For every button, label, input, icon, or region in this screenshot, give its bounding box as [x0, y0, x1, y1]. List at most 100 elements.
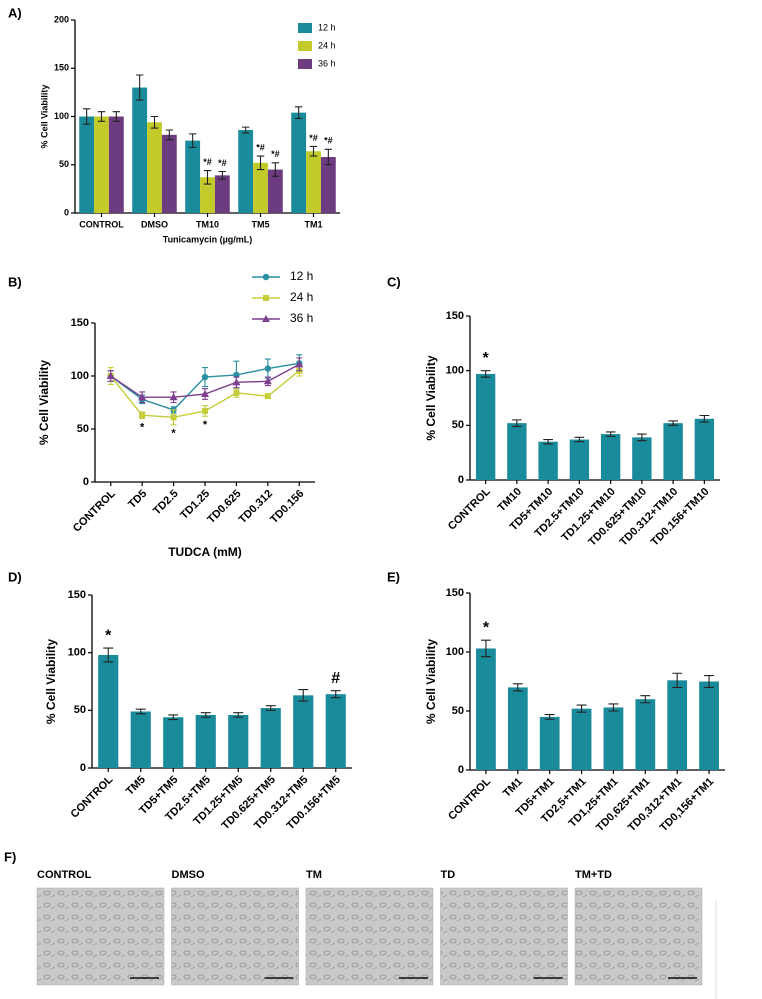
error-bar — [574, 436, 585, 443]
bar — [238, 130, 254, 213]
legend-swatch — [298, 59, 312, 69]
marker — [262, 315, 270, 322]
error-bar — [294, 106, 303, 119]
error-bar — [241, 126, 250, 134]
legend-label: 24 h — [290, 290, 313, 304]
micrograph — [440, 887, 568, 986]
marker — [295, 360, 304, 368]
x-tick-label: TM10 — [196, 219, 219, 229]
y-tick-label: 150 — [68, 589, 86, 601]
annotation: * — [203, 419, 208, 431]
error-bar — [233, 712, 244, 718]
y-tick-label: 200 — [54, 14, 69, 24]
error-bar — [97, 111, 106, 122]
error-bar — [150, 115, 159, 129]
bar — [185, 140, 201, 213]
error-bar — [672, 672, 683, 688]
x-tick-label: CONTROL — [446, 485, 493, 532]
bar — [663, 423, 683, 480]
x-tick-label: TD2.5 — [151, 488, 181, 518]
marker — [169, 393, 178, 401]
bar — [507, 687, 528, 770]
x-axis-label: TUDCA (mM) — [168, 545, 242, 559]
x-tick-label: TD0.156+TM10 — [649, 486, 712, 549]
marker — [106, 372, 115, 379]
chart: C) 0 50 100 150 % Cell Viability CONTROL TM10 TD… — [387, 274, 720, 548]
error-bar — [576, 704, 587, 713]
error-bar — [324, 148, 333, 166]
x-tick-label: TD0.312 — [237, 488, 275, 526]
annotation: *# — [203, 157, 212, 167]
marker — [201, 373, 209, 381]
x-tick-label: CONTROL — [71, 487, 118, 534]
y-tick-label: 100 — [68, 647, 86, 659]
marker — [232, 378, 241, 386]
bar — [260, 708, 281, 768]
y-tick-label: 150 — [446, 587, 464, 599]
image-caption: TD — [441, 869, 456, 881]
error-bar — [605, 431, 616, 437]
annotation: * — [171, 428, 176, 440]
error-bar — [135, 74, 144, 101]
bar — [320, 157, 336, 213]
bar — [699, 681, 719, 770]
annotation: * — [105, 627, 112, 644]
panel-label: E) — [387, 569, 400, 584]
y-tick-label: 0 — [80, 762, 86, 774]
y-tick-label: 50 — [77, 423, 89, 435]
marker — [264, 393, 271, 400]
chart: B) 0 50 100 150 % Cell Viability TUDCA (mM) CON… — [8, 269, 315, 559]
bar — [694, 418, 715, 480]
y-tick-label: 0 — [64, 207, 69, 217]
annotation: * — [483, 619, 490, 636]
marker — [263, 377, 272, 385]
error-bar — [265, 705, 276, 711]
x-axis-label: Tunicamycin (µg/mL) — [163, 234, 253, 244]
marker — [263, 295, 269, 301]
legend-label: 12 h — [290, 269, 313, 283]
annotation: # — [331, 670, 340, 687]
annotation: *# — [271, 149, 280, 159]
y-tick-label: 0 — [458, 764, 464, 776]
bar — [603, 707, 624, 770]
error-bar — [200, 712, 211, 718]
micrograph — [171, 887, 299, 986]
panel-label: C) — [387, 274, 401, 289]
bar — [293, 695, 314, 768]
annotation: *# — [324, 136, 333, 146]
image-caption: TM+TD — [575, 869, 612, 881]
error-bar — [309, 145, 318, 157]
error-bar — [699, 414, 710, 423]
image-panel: F) CONTROL DMSO TM TD TM+TD — [4, 849, 717, 999]
error-bar — [188, 133, 197, 148]
bar — [253, 162, 268, 213]
x-tick-label: TM10 — [496, 486, 524, 514]
annotation: *# — [218, 158, 227, 168]
bar — [214, 175, 230, 213]
bar — [132, 87, 148, 213]
error-bar — [608, 703, 619, 712]
x-tick-label: TM1 — [305, 219, 323, 229]
y-tick-label: 50 — [59, 159, 69, 169]
y-axis-label: % Cell Viability — [44, 639, 58, 724]
marker — [139, 412, 146, 419]
y-tick-label: 100 — [71, 370, 89, 382]
panel-label: F) — [4, 849, 16, 864]
x-tick-label: CONTROL — [446, 775, 493, 822]
bar — [538, 441, 558, 480]
x-tick-label: TM5 — [252, 219, 270, 229]
bar — [200, 177, 215, 213]
marker — [264, 365, 272, 372]
error-bar — [544, 713, 555, 720]
error-bar — [512, 683, 523, 692]
bar — [79, 116, 95, 213]
bar — [507, 423, 527, 480]
bar — [475, 373, 496, 480]
x-tick-label: CONTROL — [68, 773, 115, 820]
annotation: *# — [256, 142, 265, 152]
x-tick-label: TM5 — [124, 774, 148, 798]
legend-label: 24 h — [318, 40, 336, 50]
bar — [325, 694, 346, 768]
